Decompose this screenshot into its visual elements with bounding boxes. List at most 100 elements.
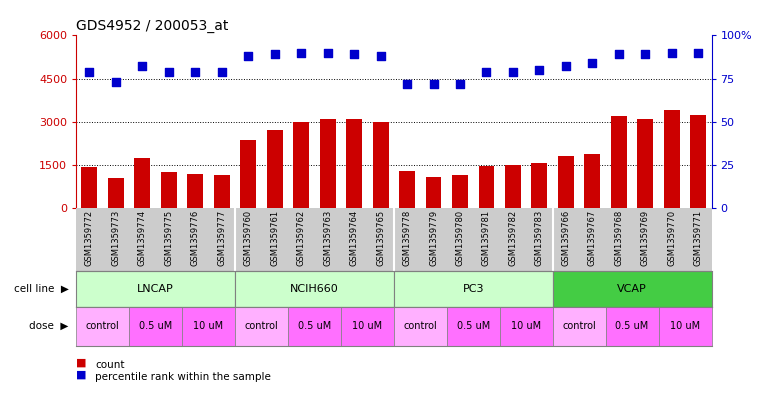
- Text: GSM1359764: GSM1359764: [349, 210, 358, 266]
- Point: [322, 50, 334, 56]
- Bar: [500, 307, 552, 346]
- Text: GSM1359763: GSM1359763: [323, 210, 332, 266]
- Bar: [187, 174, 203, 208]
- Point: [693, 50, 705, 56]
- Bar: [531, 163, 547, 208]
- Text: GSM1359762: GSM1359762: [297, 210, 306, 266]
- Point: [374, 53, 387, 59]
- Text: percentile rank within the sample: percentile rank within the sample: [95, 372, 271, 382]
- Text: GSM1359772: GSM1359772: [84, 210, 94, 266]
- Point: [348, 51, 360, 57]
- Bar: [690, 115, 706, 208]
- Point: [163, 68, 175, 75]
- Text: 0.5 uM: 0.5 uM: [457, 321, 490, 331]
- Point: [189, 68, 202, 75]
- Bar: [664, 110, 680, 208]
- Text: GSM1359766: GSM1359766: [562, 210, 571, 266]
- Text: control: control: [86, 321, 119, 331]
- Text: GSM1359768: GSM1359768: [614, 210, 623, 266]
- Point: [242, 53, 254, 59]
- Bar: [135, 158, 150, 208]
- Point: [666, 50, 678, 56]
- Text: LNCAP: LNCAP: [137, 284, 174, 294]
- Text: GSM1359782: GSM1359782: [508, 210, 517, 266]
- Bar: [161, 172, 177, 208]
- Point: [295, 50, 307, 56]
- Point: [454, 81, 466, 87]
- Bar: [341, 307, 394, 346]
- Text: GSM1359780: GSM1359780: [456, 210, 464, 266]
- Point: [507, 68, 519, 75]
- Point: [136, 63, 148, 70]
- Text: GSM1359765: GSM1359765: [376, 210, 385, 266]
- Text: control: control: [244, 321, 279, 331]
- Text: dose  ▶: dose ▶: [29, 321, 68, 331]
- Text: GSM1359760: GSM1359760: [244, 210, 253, 266]
- Point: [480, 68, 492, 75]
- Bar: [606, 307, 658, 346]
- Bar: [611, 116, 627, 208]
- Bar: [558, 156, 574, 208]
- Text: GSM1359776: GSM1359776: [191, 210, 199, 266]
- Bar: [293, 122, 309, 208]
- Bar: [584, 154, 600, 208]
- Point: [110, 79, 122, 85]
- Bar: [447, 307, 500, 346]
- Text: GSM1359769: GSM1359769: [641, 210, 650, 266]
- Text: 0.5 uM: 0.5 uM: [616, 321, 648, 331]
- Text: GSM1359767: GSM1359767: [588, 210, 597, 266]
- Point: [401, 81, 413, 87]
- Point: [560, 63, 572, 70]
- Text: GSM1359777: GSM1359777: [217, 210, 226, 266]
- Point: [83, 68, 95, 75]
- Text: 10 uM: 10 uM: [193, 321, 224, 331]
- Point: [613, 51, 625, 57]
- Bar: [479, 165, 495, 208]
- Text: VCAP: VCAP: [617, 284, 647, 294]
- Text: GSM1359761: GSM1359761: [270, 210, 279, 266]
- Bar: [320, 119, 336, 208]
- Text: count: count: [95, 360, 125, 371]
- Bar: [182, 307, 235, 346]
- Point: [269, 51, 281, 57]
- Text: ■: ■: [76, 358, 87, 367]
- Text: GSM1359778: GSM1359778: [403, 210, 412, 266]
- Text: GDS4952 / 200053_at: GDS4952 / 200053_at: [76, 19, 228, 33]
- Text: PC3: PC3: [463, 284, 484, 294]
- Bar: [346, 119, 362, 208]
- Bar: [76, 307, 129, 346]
- Text: 10 uM: 10 uM: [670, 321, 700, 331]
- Text: control: control: [562, 321, 596, 331]
- Bar: [394, 271, 552, 307]
- Bar: [425, 176, 441, 208]
- Text: GSM1359783: GSM1359783: [535, 210, 544, 266]
- Text: GSM1359774: GSM1359774: [138, 210, 147, 266]
- Bar: [76, 271, 235, 307]
- Text: control: control: [403, 321, 437, 331]
- Bar: [373, 122, 389, 208]
- Bar: [394, 307, 447, 346]
- Point: [428, 81, 440, 87]
- Text: ■: ■: [76, 369, 87, 379]
- Bar: [235, 271, 394, 307]
- Text: GSM1359779: GSM1359779: [429, 210, 438, 266]
- Text: NCIH660: NCIH660: [290, 284, 339, 294]
- Bar: [399, 171, 415, 208]
- Bar: [81, 167, 97, 208]
- Point: [533, 67, 546, 73]
- Bar: [240, 140, 256, 208]
- Text: GSM1359773: GSM1359773: [111, 210, 120, 266]
- Bar: [288, 307, 341, 346]
- Text: GSM1359775: GSM1359775: [164, 210, 174, 266]
- Text: GSM1359770: GSM1359770: [667, 210, 677, 266]
- Bar: [452, 175, 468, 208]
- Point: [586, 60, 598, 66]
- Bar: [638, 119, 653, 208]
- Bar: [505, 165, 521, 208]
- Bar: [235, 307, 288, 346]
- Text: 0.5 uM: 0.5 uM: [298, 321, 331, 331]
- Bar: [658, 307, 712, 346]
- Point: [215, 68, 228, 75]
- Bar: [214, 175, 230, 208]
- Text: 0.5 uM: 0.5 uM: [139, 321, 172, 331]
